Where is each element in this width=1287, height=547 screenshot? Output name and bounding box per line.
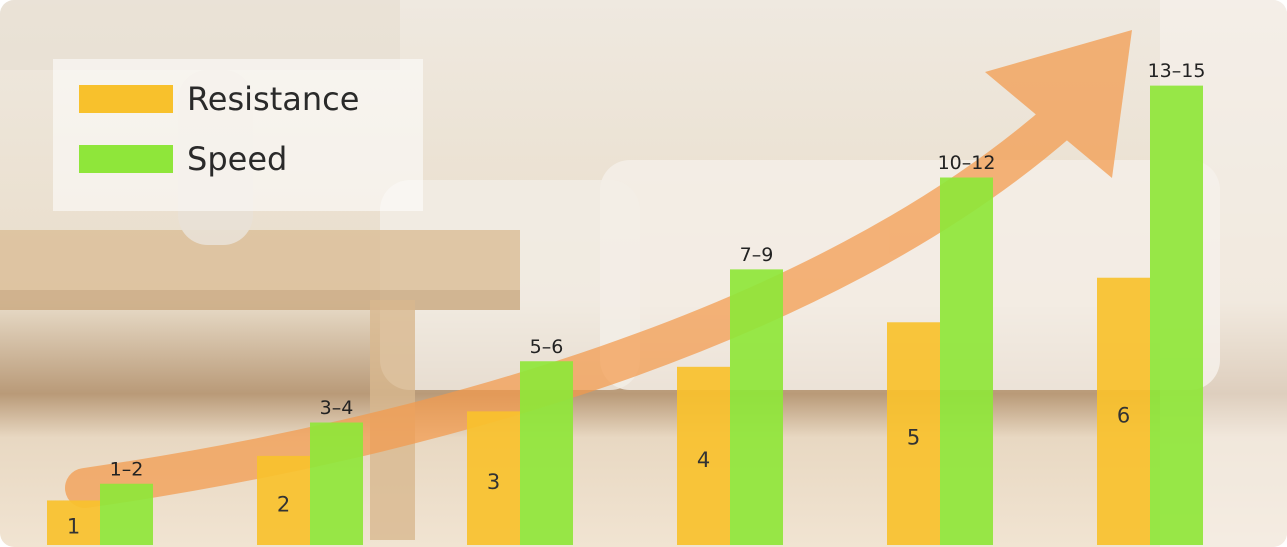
value-label: 10–12 — [938, 152, 996, 174]
legend-swatch — [79, 145, 173, 173]
bar — [520, 361, 573, 545]
value-label: 3–4 — [320, 397, 354, 419]
bar — [100, 483, 153, 545]
bar — [677, 366, 730, 545]
bar — [1097, 277, 1150, 545]
legend: Resistance Speed — [79, 80, 359, 178]
bar — [467, 411, 520, 545]
bar — [310, 422, 363, 545]
bar — [47, 500, 100, 545]
bar — [887, 322, 940, 545]
value-label: 13–15 — [1148, 60, 1206, 82]
value-label: 7–9 — [740, 244, 774, 266]
bars: 1 2 3 4 5 6 1–2 3–4 5–6 7–9 10–12 13–15 — [47, 60, 1205, 545]
value-label: 4 — [697, 448, 710, 472]
value-label: 2 — [277, 492, 290, 516]
legend-label: Speed — [187, 140, 287, 178]
bar — [1150, 85, 1203, 545]
legend-label: Resistance — [187, 80, 359, 118]
value-label: 3 — [487, 470, 500, 494]
value-label: 5 — [907, 426, 920, 450]
bar — [730, 269, 783, 545]
bar — [257, 455, 310, 545]
value-label: 1 — [67, 515, 80, 539]
value-label: 1–2 — [110, 458, 144, 480]
bar — [940, 177, 993, 545]
value-label: 5–6 — [530, 336, 564, 358]
legend-swatch — [79, 85, 173, 113]
value-label: 6 — [1117, 403, 1130, 427]
legend-box — [53, 59, 423, 211]
